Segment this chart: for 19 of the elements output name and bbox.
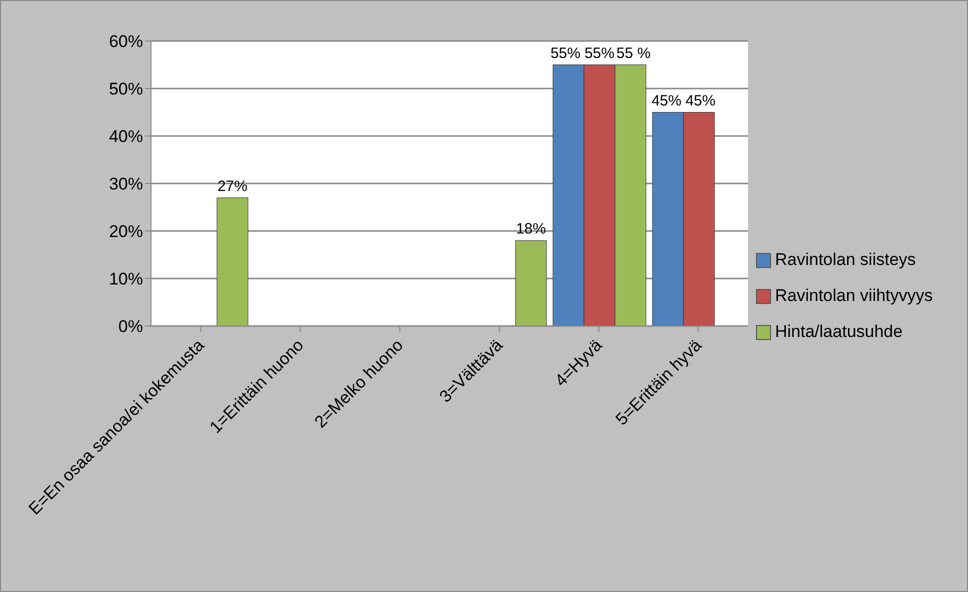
data-label: 27% xyxy=(217,178,248,195)
legend-label: Ravintolan viihtyvyys xyxy=(775,286,933,306)
bar xyxy=(216,198,248,326)
legend-label: Hinta/laatusuhde xyxy=(775,322,903,342)
y-tick-label: 0% xyxy=(118,317,143,336)
data-label: 55% xyxy=(550,44,580,62)
y-tick-label: 60% xyxy=(108,32,143,52)
y-tick-label: 10% xyxy=(108,270,143,289)
data-label: 55 % xyxy=(616,44,651,62)
y-tick-label: 20% xyxy=(108,222,143,242)
y-tick-label: 50% xyxy=(108,80,143,99)
data-label: 45% xyxy=(685,92,716,110)
bar xyxy=(515,240,547,326)
legend-label: Ravintolan siisteys xyxy=(775,250,916,270)
data-label: 55% xyxy=(584,44,614,62)
y-tick-label: 30% xyxy=(108,174,143,194)
y-tick-label: 40% xyxy=(108,127,143,146)
data-label: 45% xyxy=(651,92,682,110)
data-label: 18% xyxy=(516,220,546,238)
